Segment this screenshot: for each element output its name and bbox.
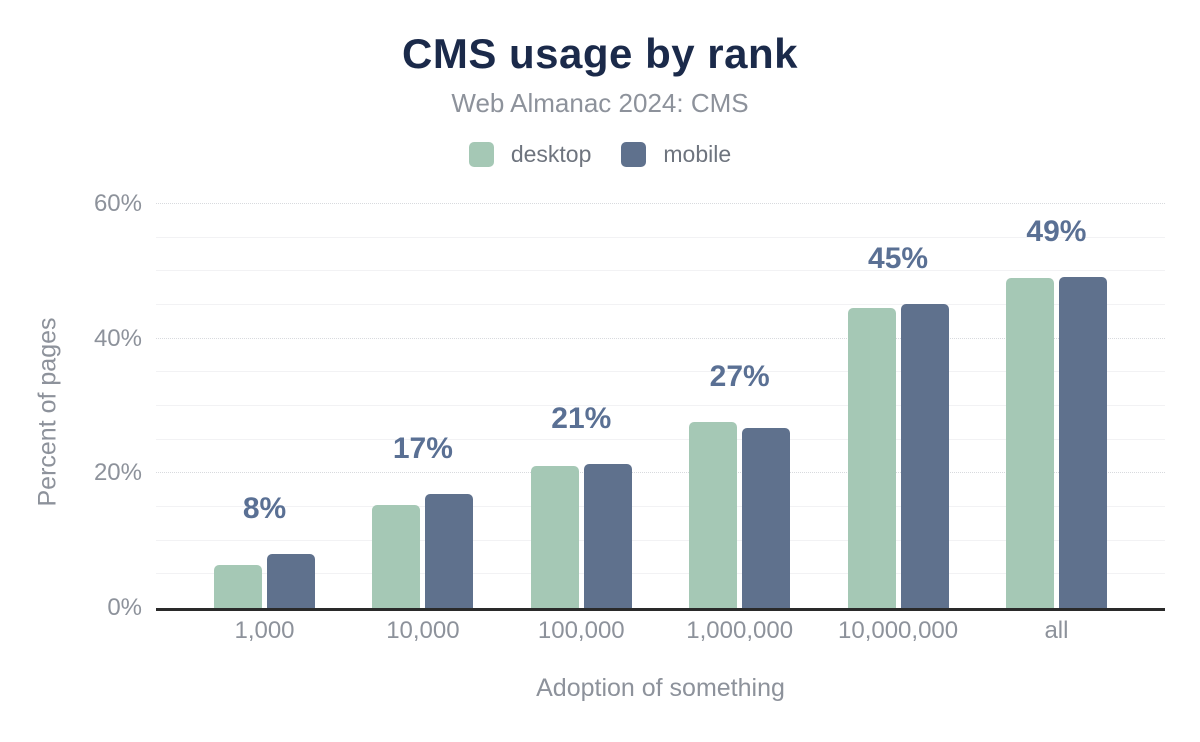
bars-row: 8% 17% 21% 27% 45% 49% — [156, 204, 1165, 608]
gridline — [156, 472, 1165, 474]
plot-area: 8% 17% 21% 27% 45% 49% — [156, 203, 1165, 611]
bar-desktop[interactable] — [1005, 278, 1054, 608]
y-tick-label: 0% — [107, 594, 142, 621]
value-label: 45% — [868, 242, 929, 276]
legend-swatch-desktop — [468, 142, 494, 167]
x-tick-slot: 10,000,000 — [838, 617, 958, 644]
bar-desktop[interactable] — [214, 564, 262, 608]
bar-mobile[interactable] — [900, 304, 949, 608]
y-axis-title: Percent of pages — [33, 317, 62, 507]
y-tick-label: 40% — [93, 324, 142, 352]
gridline — [156, 304, 1165, 305]
gridline — [156, 371, 1165, 373]
x-axis-ticks: 1,000 10,000 100,000 1,000,000 10,000,000 all — [156, 617, 1165, 644]
x-tick-label: all — [1044, 617, 1069, 644]
bar-mobile[interactable] — [1058, 277, 1107, 608]
x-tick-label: 1,000,000 — [686, 617, 794, 644]
x-tick-label: 10,000 — [386, 617, 460, 644]
bar-group-1: 8% — [214, 204, 315, 608]
bar-desktop[interactable] — [372, 504, 421, 608]
value-label: 17% — [392, 432, 453, 466]
value-label: 8% — [242, 492, 287, 526]
y-tick-label: 60% — [93, 190, 142, 217]
value-label: 49% — [1026, 215, 1087, 249]
legend-label-desktop: desktop — [510, 141, 592, 167]
legend: desktop mobile — [0, 142, 1200, 167]
x-tick-label: 100,000 — [537, 617, 625, 644]
gridline — [156, 539, 1165, 541]
x-axis-title: Adoption of something — [536, 674, 785, 702]
chart-title: CMS usage by rank — [402, 30, 798, 77]
x-tick-slot: all — [1006, 617, 1107, 644]
bar-group-3: 21% — [530, 204, 632, 608]
bar-mobile[interactable] — [267, 554, 315, 608]
x-tick-slot: 100,000 — [531, 617, 632, 644]
gridline — [156, 203, 1165, 204]
x-tick-slot: 10,000 — [372, 617, 473, 644]
bar-mobile[interactable] — [583, 463, 632, 608]
bar-group-5: 45% — [847, 204, 949, 608]
x-tick-label: 1,000 — [234, 617, 295, 644]
value-label: 21% — [551, 401, 612, 435]
gridline — [156, 270, 1165, 272]
x-tick-slot: 1,000,000 — [686, 617, 794, 644]
bar-group-4: 27% — [689, 204, 791, 608]
legend-item-mobile[interactable]: mobile — [621, 142, 731, 167]
gridline — [156, 573, 1165, 575]
gridline — [156, 236, 1165, 238]
gridline — [156, 337, 1165, 339]
bar-desktop[interactable] — [847, 307, 896, 608]
gridline — [156, 405, 1165, 406]
chart-subtitle: Web Almanac 2024: CMS — [451, 88, 749, 118]
value-label: 27% — [709, 359, 770, 393]
bar-group-2: 17% — [372, 204, 474, 608]
y-tick-label: 20% — [93, 459, 142, 487]
gridline — [156, 438, 1165, 440]
x-tick-slot: 1,000 — [214, 617, 315, 644]
bar-mobile[interactable] — [742, 427, 791, 608]
gridline — [156, 506, 1165, 507]
bar-group-6: 49% — [1005, 204, 1107, 608]
x-tick-label: 10,000,000 — [838, 617, 959, 644]
bar-desktop[interactable] — [689, 421, 738, 608]
legend-item-desktop[interactable]: desktop — [468, 141, 592, 167]
legend-label-mobile: mobile — [663, 141, 732, 167]
y-axis-ticks: 0% 20% 40% 60% — [0, 192, 142, 620]
bar-desktop[interactable] — [530, 465, 579, 608]
bar-mobile[interactable] — [425, 494, 474, 608]
legend-swatch-mobile — [621, 142, 647, 167]
